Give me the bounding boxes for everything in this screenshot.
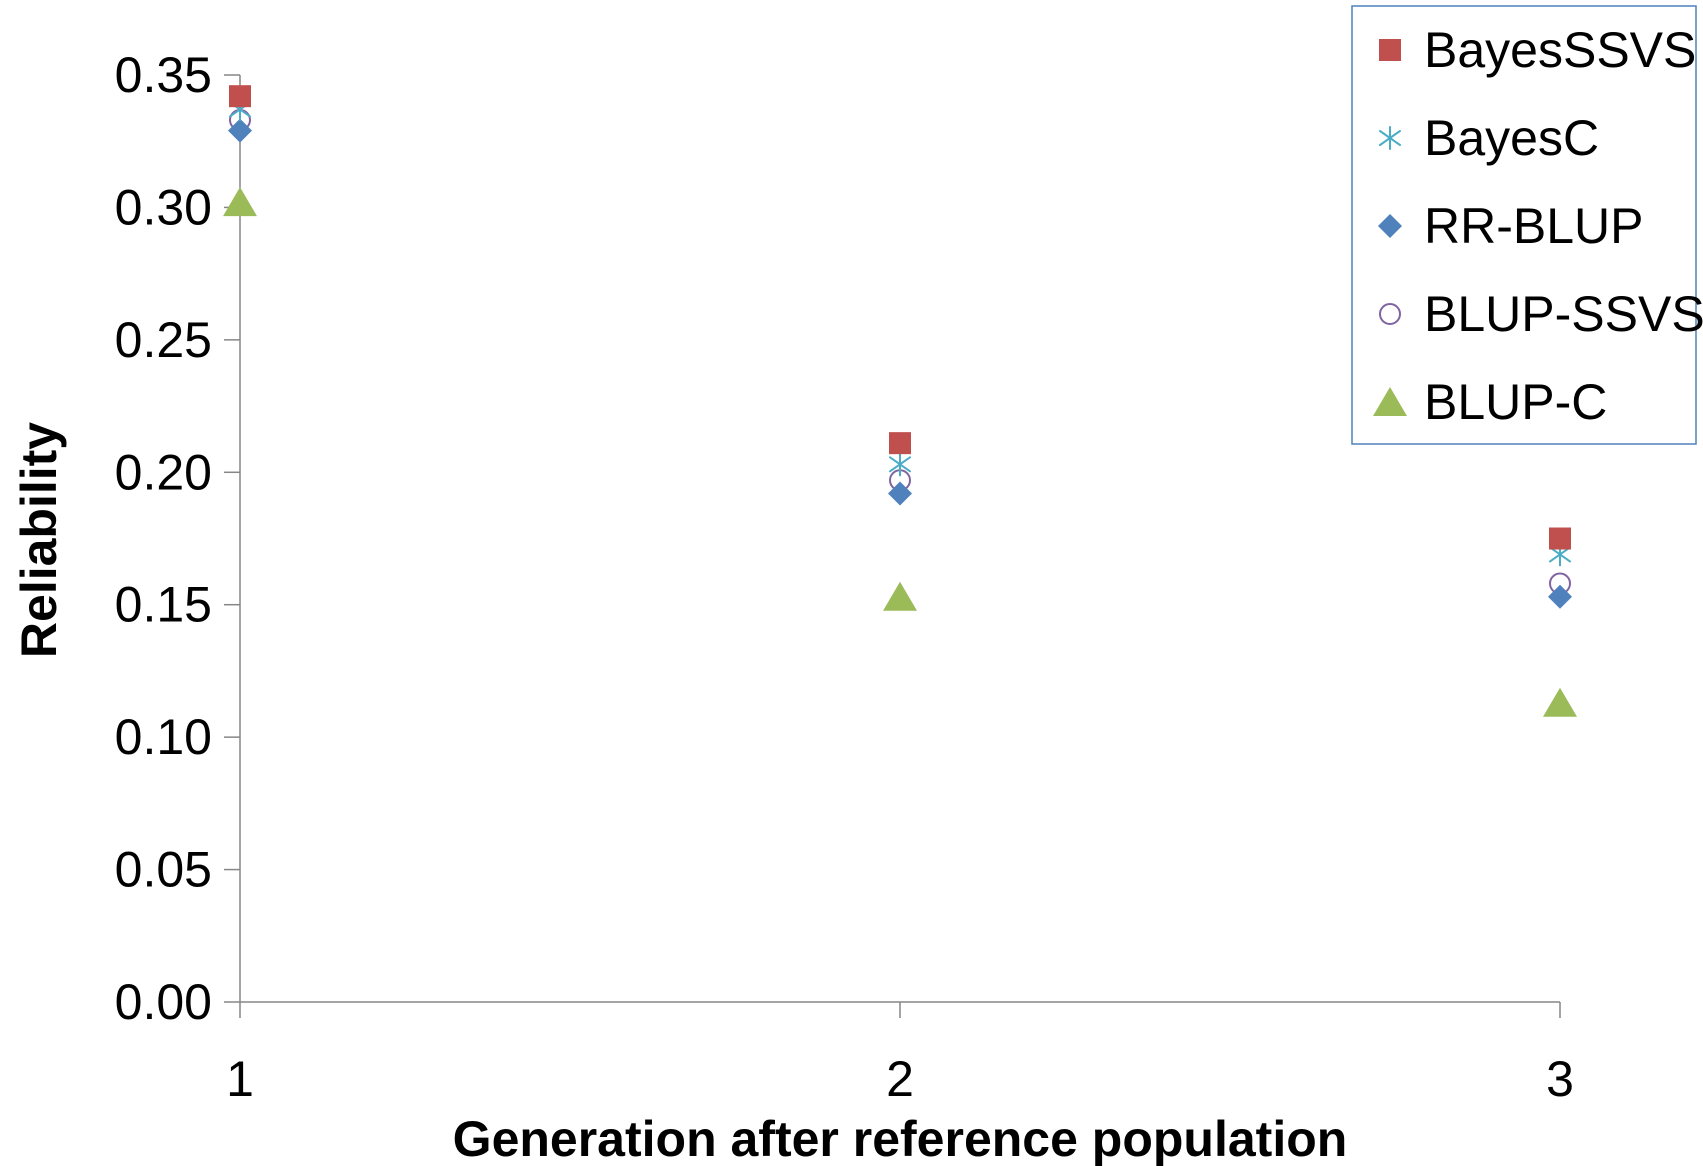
x-tick-label: 1 [226, 1051, 254, 1107]
legend-label-bayesc: BayesC [1424, 110, 1599, 166]
legend-label-rr-blup: RR-BLUP [1424, 198, 1643, 254]
point-blup-c-x3 [1543, 687, 1577, 717]
x-tick-label: 3 [1546, 1051, 1574, 1107]
x-ticks: 1 2 3 [226, 1002, 1574, 1107]
point-rr-blup-x1 [228, 118, 252, 143]
point-bayesssvs-x2 [889, 432, 911, 455]
y-ticks: 0.00 0.05 0.10 0.15 0.20 0.25 0.30 0.35 [115, 47, 240, 1030]
point-bayesssvs-x3 [1549, 527, 1571, 550]
y-tick-label: 0.10 [115, 709, 212, 765]
point-rr-blup-x3 [1548, 584, 1572, 609]
y-tick-label: 0.15 [115, 577, 212, 633]
legend-marker-blup-c [1373, 387, 1407, 416]
y-axis-title: Reliability [11, 422, 67, 658]
point-rr-blup-x2 [888, 481, 912, 506]
point-blup-c-x2 [883, 581, 917, 611]
x-axis-title: Generation after reference population [453, 1111, 1348, 1166]
legend-box [1351, 5, 1697, 445]
legend-marker-bayesc [1379, 126, 1401, 150]
legend-label-blup-c: BLUP-C [1424, 374, 1607, 430]
legend-marker-blup-ssvs [1379, 303, 1401, 325]
point-bayesssvs-x1 [229, 85, 251, 108]
legend-label-blup-ssvs: BLUP-SSVS [1424, 286, 1703, 342]
y-tick-label: 0.25 [115, 312, 212, 368]
x-tick-label: 2 [886, 1051, 914, 1107]
y-tick-label: 0.30 [115, 179, 212, 235]
legend-label-bayesssvs: BayesSSVS [1424, 22, 1696, 78]
y-tick-label: 0.20 [115, 444, 212, 500]
legend-marker-bayesssvs [1379, 39, 1401, 61]
legend-marker-rr-blup [1378, 214, 1402, 238]
y-tick-label: 0.35 [115, 47, 212, 103]
legend: BayesSSVS BayesC RR-BLUP BLUP-SSVS BLUP-C [1351, 5, 1703, 445]
y-tick-label: 0.00 [115, 974, 212, 1030]
point-bayesc-x2 [889, 452, 911, 477]
point-blup-c-x1 [223, 187, 257, 217]
data-points [223, 85, 1577, 717]
y-tick-label: 0.05 [115, 842, 212, 898]
